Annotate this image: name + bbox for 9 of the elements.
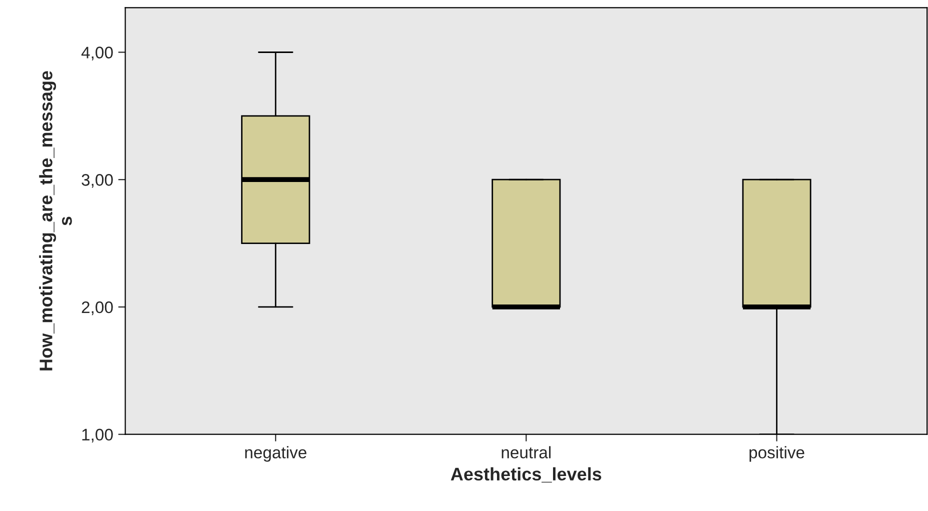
y-tick-label: 2,00 — [82, 301, 113, 316]
y-axis-title: How_motivating_are_the_message s — [39, 71, 72, 370]
x-tick-label: neutral — [502, 446, 551, 458]
y-tick-label: 1,00 — [82, 428, 113, 443]
x-axis-title: Aesthetics_levels — [450, 467, 602, 483]
y-tick-label: 4,00 — [81, 46, 113, 60]
x-tick-label: positive — [750, 446, 804, 462]
y-tick-label: 3,00 — [82, 174, 113, 188]
x-tick-label: negative — [245, 446, 306, 462]
